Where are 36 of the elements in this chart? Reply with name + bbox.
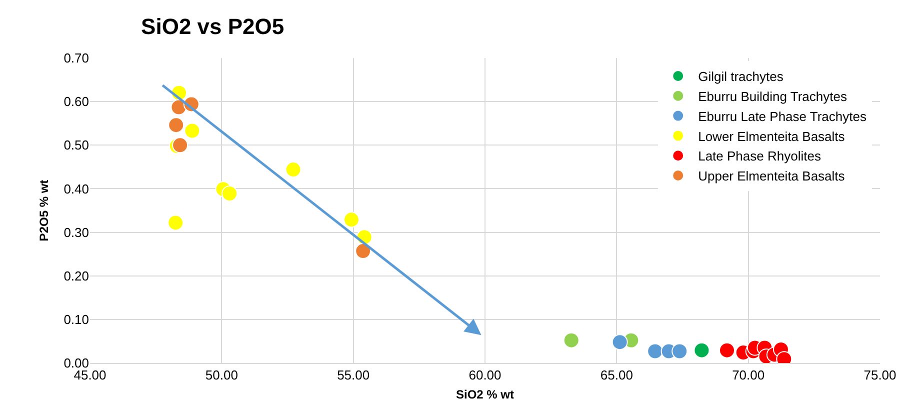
point [184, 122, 200, 139]
point [343, 212, 360, 228]
point [647, 343, 664, 360]
point [672, 343, 688, 360]
chart-title: SiO2 vs P2O5 [141, 14, 284, 40]
point [222, 186, 238, 202]
point [719, 342, 735, 358]
point [172, 137, 188, 154]
x-tick-label: 60.00 [468, 368, 502, 383]
point [612, 334, 628, 350]
x-tick-label: 55.00 [337, 368, 370, 383]
x-tick-label: 65.00 [600, 368, 633, 383]
legend-label: Upper Elmenteita Basalts [698, 168, 846, 184]
point [694, 342, 710, 358]
y-tick-label: 0.50 [64, 138, 89, 153]
point [285, 162, 302, 178]
y-tick-label: 0.20 [64, 268, 89, 284]
x-tick-label: 50.00 [205, 368, 238, 383]
point [168, 117, 184, 134]
y-axis-title: P2O5 % wt [36, 180, 51, 242]
y-tick-label: 0.10 [64, 312, 89, 327]
legend-label: Gilgil trachytes [698, 69, 784, 84]
point [168, 214, 184, 231]
legend-label: Lower Elmenteita Basalts [698, 128, 846, 144]
legend-label: Eburru Building Trachytes [698, 88, 848, 104]
x-tick-label: 75.00 [864, 368, 896, 383]
x-axis-title: SiO2 % wt [456, 388, 514, 402]
x-tick-label: 70.00 [732, 368, 765, 383]
y-tick-label: 0.40 [64, 181, 89, 196]
point [355, 243, 372, 260]
legend-label: Eburru Late Phase Trachytes [698, 108, 867, 124]
point [563, 332, 580, 348]
y-tick-label: 0.60 [64, 94, 89, 110]
y-tick-label: 0.30 [64, 224, 89, 240]
legend-label: Late Phase Rhyolites [698, 148, 822, 164]
y-tick-label: 0.70 [64, 50, 89, 66]
